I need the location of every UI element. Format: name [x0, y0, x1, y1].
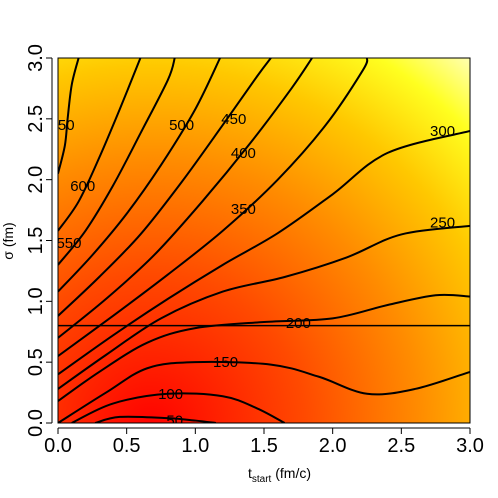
- contour-650: 650: [50, 58, 80, 174]
- contour-150: 150: [58, 354, 470, 423]
- plot-frame: [57, 57, 471, 424]
- y-axis: 0.0 0.5 1.0 1.5 2.0 2.5 3.0: [25, 44, 53, 437]
- x-axis-label-unit: (fm/c): [271, 465, 311, 481]
- x-axis-label-main: t: [248, 465, 252, 481]
- contour-label-300: 300: [430, 123, 455, 140]
- contour-line-650: [58, 58, 80, 174]
- contour-250: 250: [58, 214, 470, 390]
- x-tick-label: 0.5: [113, 435, 141, 457]
- contour-label-400: 400: [231, 145, 256, 162]
- contour-label-150: 150: [213, 354, 238, 371]
- y-tick-label: 0.5: [25, 348, 47, 376]
- x-tick-label: 3.0: [456, 435, 484, 457]
- y-tick-label: 3.0: [25, 44, 47, 72]
- contour-line-300: [58, 130, 470, 376]
- contour-500: 500: [58, 58, 221, 293]
- contour-label-350: 350: [231, 201, 256, 218]
- contour-350: 350: [58, 58, 369, 357]
- contour-line-150: [58, 360, 470, 423]
- contour-400: 400: [58, 58, 313, 339]
- y-tick-label: 0.0: [25, 409, 47, 437]
- x-axis: 0.0 0.5 1.0 1.5 2.0 2.5 3.0: [44, 427, 484, 457]
- x-tick-label: 1.5: [250, 435, 278, 457]
- contour-line-550: [58, 58, 176, 266]
- contour-label-600: 600: [70, 178, 95, 195]
- contour-label-650: 650: [50, 117, 75, 134]
- y-tick-label: 1.0: [25, 287, 47, 315]
- contour-label-550: 550: [56, 235, 81, 252]
- contour-550: 550: [56, 58, 176, 266]
- contour-300: 300: [58, 123, 470, 376]
- contour-line-350: [58, 58, 369, 357]
- contour-label-450: 450: [221, 111, 246, 128]
- contour-line-200: [58, 293, 470, 402]
- y-tick-label: 1.5: [25, 227, 47, 255]
- y-tick-label: 2.0: [25, 166, 47, 194]
- contour-50: 50: [94, 413, 217, 430]
- y-tick-label: 2.5: [25, 105, 47, 133]
- contour-600: 600: [58, 58, 142, 232]
- x-tick-label: 1.0: [181, 435, 209, 457]
- contour-line-500: [58, 58, 221, 293]
- contour-line-50: [94, 415, 217, 423]
- x-tick-label: 2.5: [387, 435, 415, 457]
- contour-line-400: [58, 58, 313, 339]
- contour-line-250: [58, 224, 470, 390]
- contour-label-500: 500: [169, 117, 194, 134]
- x-axis-label-sub: start: [252, 474, 272, 485]
- x-tick-label: 0.0: [44, 435, 72, 457]
- contour-100: 100: [71, 386, 286, 423]
- contour-label-50: 50: [166, 413, 183, 430]
- y-axis-label: σ (fm): [0, 222, 16, 259]
- contour-label-200: 200: [286, 315, 311, 332]
- contour-line-450: [58, 58, 272, 317]
- x-tick-label: 2.0: [319, 435, 347, 457]
- x-axis-label: tstart (fm/c): [248, 465, 311, 485]
- contour-label-100: 100: [158, 386, 183, 403]
- contour-line-600: [58, 58, 142, 232]
- contour-label-250: 250: [430, 214, 455, 231]
- contour-200: 200: [58, 293, 470, 402]
- contour-line-100: [71, 392, 286, 423]
- contour-450: 450: [58, 58, 272, 317]
